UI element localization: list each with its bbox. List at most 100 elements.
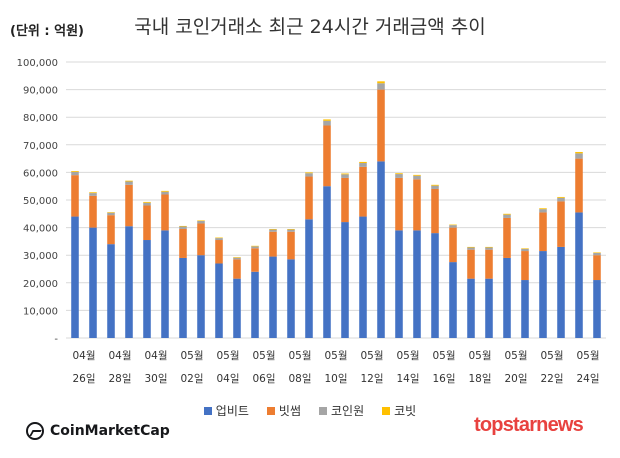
bar-segment-3 bbox=[593, 252, 601, 253]
bar-segment-2 bbox=[179, 226, 187, 229]
bar-segment-0 bbox=[359, 216, 367, 338]
bar-segment-3 bbox=[197, 220, 205, 221]
y-tick-label: 30,000 bbox=[23, 251, 58, 262]
bar-segment-2 bbox=[143, 202, 151, 206]
bar-segment-0 bbox=[233, 278, 241, 338]
bar-segment-3 bbox=[233, 257, 241, 258]
x-tick-day: 10일 bbox=[324, 372, 347, 385]
bar-segment-3 bbox=[71, 171, 79, 172]
bar-segment-2 bbox=[251, 246, 259, 249]
bar-segment-3 bbox=[341, 173, 349, 175]
legend-label: 코인원 bbox=[331, 404, 365, 418]
bar-segment-3 bbox=[359, 161, 367, 164]
x-tick-month: 04월 bbox=[144, 350, 167, 362]
x-tick-day: 04일 bbox=[216, 372, 239, 385]
bar-segment-2 bbox=[107, 212, 115, 216]
bar-segment-0 bbox=[431, 233, 439, 338]
unit-label: (단위 : 억원) bbox=[10, 24, 84, 39]
bar-segment-2 bbox=[557, 197, 565, 202]
legend-swatch bbox=[203, 406, 212, 415]
bar-segment-1 bbox=[359, 166, 367, 217]
x-tick-month: 05월 bbox=[252, 350, 275, 362]
bar-segment-1 bbox=[305, 176, 313, 220]
bar-segment-1 bbox=[557, 201, 565, 247]
bar-segment-0 bbox=[269, 256, 277, 338]
x-tick-month: 05월 bbox=[360, 350, 383, 362]
chart-title: 국내 코인거래소 최근 24시간 거래금액 추이 bbox=[134, 16, 486, 38]
bar-segment-3 bbox=[449, 224, 457, 226]
bar-segment-0 bbox=[377, 161, 385, 338]
x-tick-month: 05월 bbox=[396, 350, 419, 362]
bar-segment-1 bbox=[107, 215, 115, 245]
x-tick-day: 30일 bbox=[144, 372, 167, 385]
y-tick-label: 60,000 bbox=[23, 168, 58, 179]
bar-segment-1 bbox=[161, 194, 169, 231]
bar-segment-3 bbox=[161, 190, 169, 192]
bar-segment-0 bbox=[341, 222, 349, 338]
bar-segment-1 bbox=[251, 248, 259, 272]
bar-segment-3 bbox=[395, 173, 403, 175]
bar-segment-2 bbox=[485, 247, 493, 250]
bar-segment-0 bbox=[521, 280, 529, 338]
bar-segment-0 bbox=[485, 278, 493, 338]
legend-swatch bbox=[266, 406, 275, 415]
bar-segment-0 bbox=[503, 257, 511, 338]
coinmarketcap-text: CoinMarketCap bbox=[50, 423, 170, 439]
bar-segment-2 bbox=[575, 153, 583, 159]
x-tick-day: 18일 bbox=[468, 372, 491, 385]
bar-segment-1 bbox=[287, 231, 295, 260]
y-tick-label: 20,000 bbox=[23, 279, 58, 290]
bar-segment-0 bbox=[413, 230, 421, 338]
bar-segment-3 bbox=[539, 208, 547, 210]
topstarnews-logo: topstarnews bbox=[474, 414, 584, 436]
x-tick-month: 05월 bbox=[576, 350, 599, 362]
bar-segment-0 bbox=[125, 226, 133, 338]
bar-segment-3 bbox=[215, 237, 223, 239]
x-tick-month: 05월 bbox=[324, 350, 347, 362]
bar-segment-1 bbox=[467, 249, 475, 279]
x-tick-day: 12일 bbox=[360, 372, 383, 385]
bar-segment-0 bbox=[215, 263, 223, 338]
y-tick-label: 90,000 bbox=[23, 86, 58, 97]
x-tick-month: 05월 bbox=[180, 350, 203, 362]
y-tick-label: - bbox=[54, 334, 58, 345]
bar-segment-1 bbox=[215, 240, 223, 264]
bar-segment-3 bbox=[89, 192, 97, 194]
legend-label: 업비트 bbox=[215, 404, 249, 418]
bar-segment-1 bbox=[539, 212, 547, 252]
bar-segment-2 bbox=[521, 248, 529, 252]
y-tick-label: 40,000 bbox=[23, 224, 58, 235]
chart-plot: - 10,000 20,000 30,000 40,000 50,000 60,000 70,… bbox=[17, 58, 606, 385]
x-tick-month: 05월 bbox=[432, 350, 455, 362]
bar-segment-1 bbox=[449, 227, 457, 263]
x-tick-day: 20일 bbox=[504, 372, 527, 385]
bar-segment-2 bbox=[503, 214, 511, 218]
legend-entry: 업비트 bbox=[203, 402, 249, 419]
bar-segment-1 bbox=[179, 228, 187, 258]
bar-segment-2 bbox=[89, 193, 97, 196]
bar-segment-2 bbox=[377, 83, 385, 90]
bar-segment-2 bbox=[359, 163, 367, 167]
legend-label: 빗썸 bbox=[278, 404, 301, 418]
bar-segment-2 bbox=[539, 209, 547, 213]
x-tick-day: 26일 bbox=[72, 372, 95, 385]
x-tick-day: 16일 bbox=[432, 372, 455, 385]
bar-segment-2 bbox=[341, 174, 349, 178]
bar-segment-2 bbox=[197, 220, 205, 224]
bar-segment-1 bbox=[395, 177, 403, 231]
bar-segment-0 bbox=[539, 251, 547, 338]
bar-segment-2 bbox=[305, 173, 313, 177]
x-tick-day: 14일 bbox=[396, 372, 419, 385]
bar-segment-0 bbox=[467, 278, 475, 338]
bar-segment-0 bbox=[305, 219, 313, 338]
bar-segment-1 bbox=[521, 251, 529, 281]
coinmarketcap-icon bbox=[26, 422, 44, 440]
bar-segment-1 bbox=[323, 125, 331, 187]
y-tick-label: 10,000 bbox=[23, 306, 58, 317]
bar-segment-0 bbox=[449, 262, 457, 338]
x-tick-month: 05월 bbox=[504, 350, 527, 362]
bar-segment-1 bbox=[197, 223, 205, 256]
y-tick-label: 100,000 bbox=[17, 58, 58, 69]
bar-segment-2 bbox=[287, 229, 295, 232]
